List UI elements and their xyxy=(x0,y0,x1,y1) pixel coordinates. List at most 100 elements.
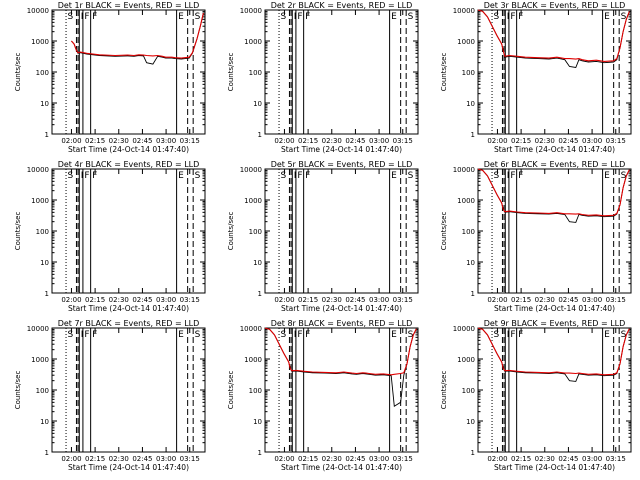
panel-title: Det 9r BLACK = Events, RED = LLD xyxy=(484,319,626,328)
y-tick-label: 100 xyxy=(462,228,475,236)
event-marker-label: S xyxy=(68,12,74,22)
x-tick-label: 02:45 xyxy=(558,455,578,463)
event-marker-label: S xyxy=(494,171,500,181)
x-tick-label: 02:00 xyxy=(274,455,294,463)
x-axis-label: Start Time (24-Oct-14 01:47:40) xyxy=(494,304,615,313)
event-marker-label: F xyxy=(84,330,89,340)
x-tick-label: 02:45 xyxy=(558,137,578,145)
event-marker-label: I xyxy=(507,171,510,181)
event-marker-label: S xyxy=(68,171,74,181)
detector-panel: Det 2r BLACK = Events, RED = LLD 1 10 100 10… xyxy=(227,1,419,154)
detector-panel: Det 4r BLACK = Events, RED = LLD 1 10 100 10… xyxy=(14,160,206,313)
x-tick-label: 02:15 xyxy=(298,137,318,145)
x-tick-label: 02:15 xyxy=(511,455,531,463)
y-tick-label: 10000 xyxy=(27,7,49,15)
x-tick-label: 03:15 xyxy=(393,296,413,304)
y-tick-label: 100 xyxy=(249,228,262,236)
event-marker-label: S xyxy=(621,171,627,181)
event-marker-label: E xyxy=(604,12,610,22)
x-tick-label: 02:00 xyxy=(487,137,507,145)
x-tick-label: 02:00 xyxy=(487,296,507,304)
x-axis-label: Start Time (24-Oct-14 01:47:40) xyxy=(68,304,189,313)
x-tick-label: 02:30 xyxy=(535,137,555,145)
x-tick-label: 03:15 xyxy=(180,455,200,463)
y-tick-label: 1 xyxy=(258,131,262,139)
y-tick-label: 10 xyxy=(40,259,49,267)
y-tick-label: 10000 xyxy=(240,325,262,333)
x-axis-label: Start Time (24-Oct-14 01:47:40) xyxy=(281,145,402,154)
event-marker-label: F xyxy=(297,12,302,22)
x-tick-label: 03:15 xyxy=(393,137,413,145)
y-axis-label: Counts/sec xyxy=(440,212,448,251)
event-marker-label: I xyxy=(81,330,84,340)
y-tick-label: 100 xyxy=(36,228,49,236)
y-tick-label: 1000 xyxy=(31,197,49,205)
x-tick-label: 02:45 xyxy=(558,296,578,304)
event-marker-label: F xyxy=(518,330,523,340)
event-marker-label: S xyxy=(408,171,414,181)
lld-series-line xyxy=(477,327,630,376)
y-axis-label: Counts/sec xyxy=(14,371,22,410)
detector-panel: Det 8r BLACK = Events, RED = LLD 1 10 100 10… xyxy=(227,319,419,472)
y-tick-label: 1000 xyxy=(31,38,49,46)
x-tick-label: 03:15 xyxy=(180,296,200,304)
y-tick-label: 1 xyxy=(45,449,49,457)
event-marker-label: F xyxy=(84,171,89,181)
plot-frame xyxy=(51,168,206,294)
x-tick-label: 02:45 xyxy=(345,137,365,145)
event-marker-label: S xyxy=(408,330,414,340)
y-tick-label: 100 xyxy=(462,387,475,395)
x-tick-label: 02:45 xyxy=(132,455,152,463)
panel-title: Det 8r BLACK = Events, RED = LLD xyxy=(271,319,413,328)
event-marker-label: S xyxy=(195,171,201,181)
y-tick-label: 10000 xyxy=(27,325,49,333)
lld-series-line xyxy=(264,327,417,376)
x-axis-label: Start Time (24-Oct-14 01:47:40) xyxy=(281,304,402,313)
x-tick-label: 02:15 xyxy=(298,296,318,304)
panel-title: Det 6r BLACK = Events, RED = LLD xyxy=(484,160,626,169)
x-tick-label: 03:00 xyxy=(582,296,602,304)
y-tick-label: 1000 xyxy=(31,356,49,364)
y-axis-label: Counts/sec xyxy=(14,212,22,251)
x-tick-label: 03:15 xyxy=(606,296,626,304)
x-tick-label: 02:45 xyxy=(345,296,365,304)
y-tick-label: 10000 xyxy=(240,7,262,15)
event-marker-label: S xyxy=(494,330,500,340)
x-tick-label: 02:30 xyxy=(535,296,555,304)
event-marker-label: I xyxy=(507,12,510,22)
lld-series-line xyxy=(477,168,630,217)
y-tick-label: 100 xyxy=(249,387,262,395)
panel-title: Det 2r BLACK = Events, RED = LLD xyxy=(271,1,413,10)
event-marker-label: F xyxy=(305,12,310,22)
x-tick-label: 02:30 xyxy=(535,455,555,463)
x-tick-label: 02:45 xyxy=(132,137,152,145)
x-tick-label: 02:00 xyxy=(61,296,81,304)
plot-frame xyxy=(477,168,632,294)
panel-title: Det 1r BLACK = Events, RED = LLD xyxy=(58,1,200,10)
x-tick-label: 03:00 xyxy=(369,296,389,304)
y-axis-label: Counts/sec xyxy=(227,371,235,410)
event-marker-label: F xyxy=(518,171,523,181)
event-marker-label: S xyxy=(621,12,627,22)
y-tick-label: 100 xyxy=(462,69,475,77)
event-marker-label: F xyxy=(297,330,302,340)
x-tick-label: 03:00 xyxy=(369,455,389,463)
y-tick-label: 1000 xyxy=(244,38,262,46)
event-marker-label: I xyxy=(294,330,297,340)
y-tick-label: 1 xyxy=(471,131,475,139)
y-tick-label: 1 xyxy=(45,131,49,139)
event-marker-label: S xyxy=(195,12,201,22)
x-tick-label: 03:00 xyxy=(156,455,176,463)
x-tick-label: 02:45 xyxy=(345,455,365,463)
x-axis-label: Start Time (24-Oct-14 01:47:40) xyxy=(494,145,615,154)
event-marker-label: E xyxy=(604,330,610,340)
event-marker-label: F xyxy=(92,330,97,340)
y-tick-label: 10 xyxy=(253,418,262,426)
lld-series-line xyxy=(477,9,630,62)
x-tick-label: 02:00 xyxy=(61,455,81,463)
x-tick-label: 03:00 xyxy=(156,296,176,304)
event-marker-label: E xyxy=(391,12,397,22)
y-tick-label: 1000 xyxy=(244,197,262,205)
event-marker-label: S xyxy=(621,330,627,340)
